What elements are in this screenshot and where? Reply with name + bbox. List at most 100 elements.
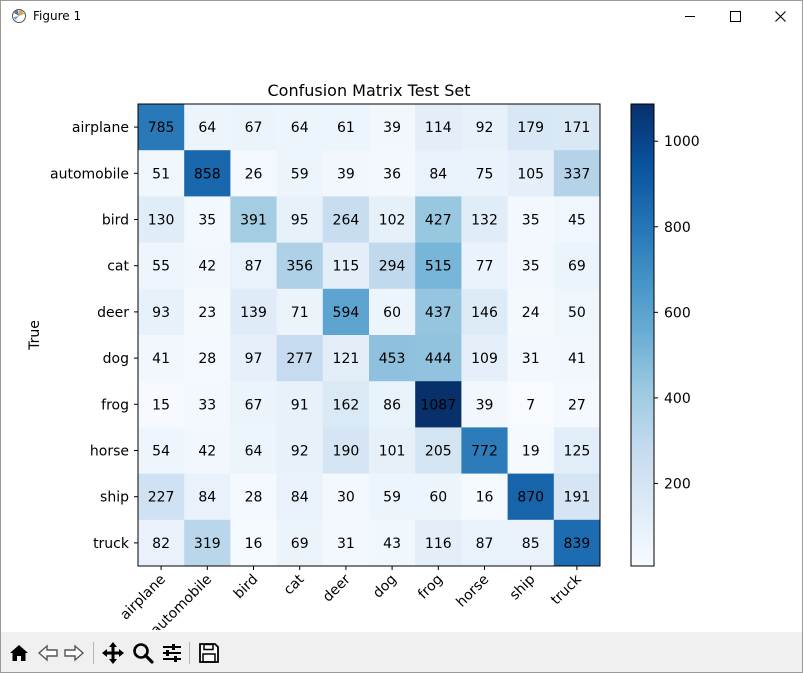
heatmap-cell [415, 335, 462, 382]
heatmap-cell [276, 150, 324, 197]
heatmap-cell [184, 150, 231, 197]
cell-value-label: 337 [564, 166, 591, 182]
confusion-matrix-chart: Confusion Matrix Test Set 785 64 67 64 61 39 1… [27, 81, 700, 639]
heatmap-cell [138, 288, 185, 336]
matplotlib-app-icon [11, 8, 27, 24]
cell-value-label: 84 [291, 490, 309, 506]
maximize-button[interactable] [712, 1, 758, 32]
heatmap-cell [184, 288, 231, 336]
heatmap-cell [184, 519, 231, 567]
cell-value-label: 139 [240, 305, 267, 321]
heatmap-cell [138, 104, 185, 151]
cell-value-label: 39 [383, 120, 401, 136]
heatmap-cell [507, 335, 555, 382]
cell-value-label: 125 [564, 444, 591, 460]
cell-value-label: 42 [198, 444, 216, 460]
cell-value-label: 41 [152, 351, 170, 367]
heatmap-cell [461, 519, 508, 567]
heatmap-cell [461, 335, 508, 382]
cell-value-label: 69 [291, 536, 309, 552]
heatmap-cell [369, 427, 416, 474]
heatmap-cell [322, 196, 370, 243]
cell-value-label: 61 [337, 120, 355, 136]
pan-button[interactable] [100, 640, 126, 666]
heatmap-cell [230, 242, 277, 290]
cell-value-label: 43 [383, 536, 401, 552]
heatmap-cell [276, 473, 324, 521]
cell-value-label: 101 [379, 444, 406, 460]
close-button[interactable] [757, 1, 803, 32]
heatmap-cell [276, 242, 324, 290]
cell-value-label: 35 [522, 213, 540, 229]
zoom-button[interactable] [130, 640, 156, 666]
heatmap-cell [184, 104, 231, 151]
home-button[interactable] [6, 640, 32, 666]
y-axis-label: True [27, 320, 43, 351]
save-button[interactable] [196, 640, 222, 666]
heatmap-cell [507, 196, 555, 243]
cell-value-label: 121 [333, 351, 360, 367]
toolbar-separator [93, 642, 94, 664]
heatmap-cell [369, 335, 416, 382]
magnifier-icon [133, 643, 154, 664]
cell-value-label: 50 [568, 305, 586, 321]
cell-value-label: 64 [198, 120, 216, 136]
forward-arrow-icon [64, 644, 85, 662]
heatmap-cell [461, 150, 508, 197]
figure-canvas[interactable]: Confusion Matrix Test Set 785 64 67 64 61 39 1… [1, 32, 802, 639]
heatmap-cell [507, 104, 555, 151]
back-button[interactable] [35, 640, 61, 666]
cell-value-label: 146 [471, 305, 498, 321]
heatmap-cell [553, 335, 601, 382]
cell-value-label: 95 [291, 213, 309, 229]
cell-value-label: 444 [425, 351, 452, 367]
heatmap-cell [322, 288, 370, 336]
heatmap-cell [461, 381, 508, 428]
cell-value-label: 391 [240, 213, 267, 229]
heatmap-cell [369, 381, 416, 428]
forward-button[interactable] [61, 640, 87, 666]
plot-frame [137, 103, 601, 567]
navigation-toolbar [1, 632, 802, 672]
configure-subplots-button[interactable] [159, 640, 185, 666]
heatmap-cell [322, 519, 370, 567]
colorbar-tick-label: 400 [664, 391, 691, 407]
heatmap-cell [415, 288, 462, 336]
minimize-button[interactable] [667, 1, 713, 32]
x-tick-label: cat [281, 571, 308, 598]
cell-value-label: 23 [198, 305, 216, 321]
cell-value-label: 171 [564, 120, 591, 136]
heatmap-cell [230, 519, 277, 567]
cell-value-label: 85 [522, 536, 540, 552]
y-tick-label: truck [93, 536, 130, 552]
x-tick-label: dog [370, 572, 400, 602]
cell-value-label: 227 [148, 490, 175, 506]
cell-value-label: 772 [471, 444, 498, 460]
cell-value-label: 84 [429, 166, 447, 182]
heatmap-cell [415, 473, 462, 521]
cell-value-label: 35 [198, 213, 216, 229]
cell-value-label: 839 [564, 536, 591, 552]
y-tick-label: ship [100, 490, 129, 506]
heatmap-cell [507, 242, 555, 290]
heatmap-cell [138, 473, 185, 521]
heatmap-cell [276, 196, 324, 243]
heatmap-cell [322, 381, 370, 428]
heatmap-cell [461, 473, 508, 521]
heatmap-cell [138, 150, 185, 197]
cell-value-label: 28 [245, 490, 263, 506]
y-tick-label: horse [90, 444, 129, 460]
colorbar-tick-label: 1000 [664, 134, 700, 150]
cell-value-label: 33 [198, 397, 216, 413]
heatmap-cell [415, 104, 462, 151]
heatmap-cell [553, 381, 601, 428]
y-tick-label: dog [103, 351, 129, 367]
heatmap-cell [553, 519, 601, 567]
toolbar-separator [189, 642, 190, 664]
heatmap-cell [276, 427, 324, 474]
window-title: Figure 1 [33, 9, 82, 23]
cell-value-label: 42 [198, 259, 216, 275]
heatmap-cell [276, 381, 324, 428]
title-bar: Figure 1 [1, 1, 802, 32]
